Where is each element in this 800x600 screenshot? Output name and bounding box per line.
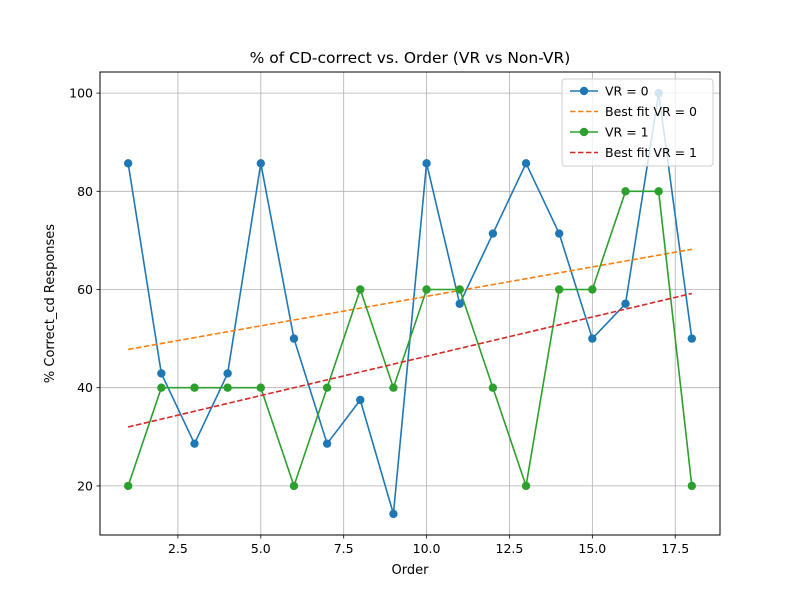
y-tick-label: 60 xyxy=(77,282,93,297)
x-axis-label: Order xyxy=(392,563,430,578)
data-point xyxy=(422,159,431,168)
series-line-2 xyxy=(127,190,693,489)
legend-label: Best fit VR = 0 xyxy=(605,104,697,119)
plot-area xyxy=(123,88,697,519)
data-point xyxy=(588,334,597,343)
data-point xyxy=(157,383,166,392)
series-line-1 xyxy=(128,248,692,351)
legend-marker xyxy=(579,127,589,137)
series-line-3 xyxy=(127,292,693,428)
data-point xyxy=(687,334,697,343)
legend-label: VR = 1 xyxy=(605,125,649,140)
data-point xyxy=(190,439,199,448)
data-point xyxy=(554,229,564,238)
data-point xyxy=(123,481,133,491)
data-point xyxy=(190,383,199,392)
data-point xyxy=(256,383,266,392)
data-point xyxy=(488,383,498,392)
x-tick-label: 10.0 xyxy=(413,541,441,556)
legend-label: Best fit VR = 1 xyxy=(605,145,697,160)
data-point xyxy=(223,369,232,378)
axes-frame xyxy=(99,71,721,536)
data-point xyxy=(289,481,299,491)
data-point xyxy=(455,285,464,294)
x-tick-label: 17.5 xyxy=(661,541,689,556)
data-point xyxy=(223,383,232,392)
x-tick-label: 5.0 xyxy=(251,541,271,556)
y-tick-label: 40 xyxy=(77,380,93,395)
data-point xyxy=(521,159,531,168)
data-point xyxy=(687,481,697,491)
y-tick-label: 100 xyxy=(69,86,93,101)
data-point xyxy=(521,481,531,491)
legend-label: VR = 0 xyxy=(605,84,649,99)
data-point xyxy=(455,299,464,308)
x-tick-label: 2.5 xyxy=(168,541,188,556)
y-axis-label: % Correct_cd Responses xyxy=(43,224,58,383)
legend-marker xyxy=(579,86,589,96)
data-point xyxy=(322,383,332,392)
data-point xyxy=(554,285,564,294)
x-tick-label: 15.0 xyxy=(578,541,606,556)
data-point xyxy=(356,285,365,294)
data-point xyxy=(621,299,630,308)
data-point xyxy=(588,285,597,294)
x-tick-label: 12.5 xyxy=(496,541,524,556)
data-point xyxy=(488,229,498,238)
y-tick-label: 20 xyxy=(77,478,93,493)
legend: VR = 0 Best fit VR = 0 VR = 1 Best fit VR =… xyxy=(561,78,714,167)
data-point xyxy=(123,159,133,168)
data-point xyxy=(422,285,431,294)
data-point xyxy=(389,383,398,392)
data-point xyxy=(289,334,299,343)
data-point xyxy=(157,369,166,378)
data-point xyxy=(389,509,398,519)
data-point xyxy=(256,159,266,168)
data-point xyxy=(356,395,365,405)
legend-box xyxy=(561,78,714,167)
chart-title: % of CD-correct vs. Order (VR vs Non-VR) xyxy=(250,49,571,67)
ticks: 2.5 5.0 7.5 10.0 12.5 15.0 17.5 20 40 60 80 100 xyxy=(69,86,689,556)
x-tick-label: 7.5 xyxy=(334,541,354,556)
data-point xyxy=(654,187,663,196)
data-point xyxy=(322,439,332,448)
y-tick-label: 80 xyxy=(77,184,93,199)
data-point xyxy=(621,187,630,196)
